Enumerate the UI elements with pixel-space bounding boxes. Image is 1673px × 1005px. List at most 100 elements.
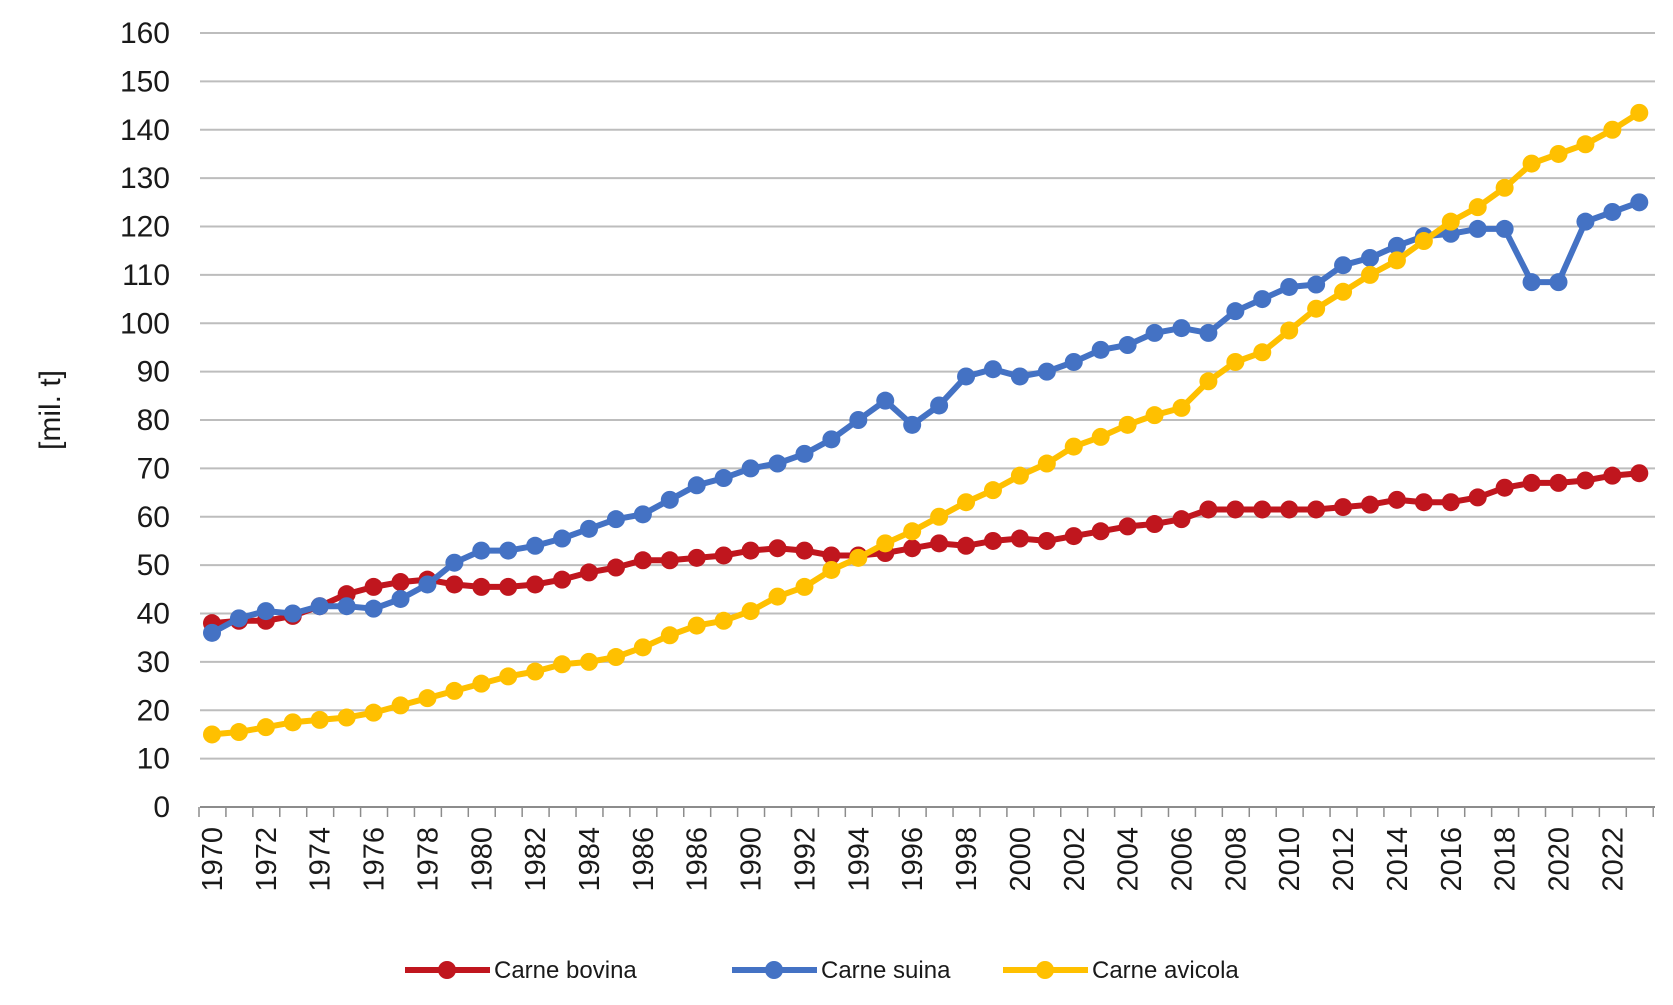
data-point bbox=[876, 534, 895, 553]
data-point bbox=[1387, 236, 1406, 255]
data-point bbox=[849, 411, 868, 429]
data-point bbox=[1118, 415, 1137, 434]
data-point bbox=[310, 710, 329, 729]
y-tick-label: 100 bbox=[120, 307, 170, 340]
data-point bbox=[1172, 510, 1191, 529]
data-point bbox=[795, 541, 814, 560]
data-point bbox=[633, 551, 652, 570]
x-tick-label: 1986 bbox=[628, 827, 660, 892]
data-point bbox=[1441, 212, 1460, 231]
data-point bbox=[1118, 336, 1137, 355]
x-tick-label: 1994 bbox=[843, 827, 875, 892]
data-point bbox=[418, 689, 437, 708]
series-group bbox=[203, 103, 1649, 744]
data-point bbox=[1091, 340, 1110, 359]
data-point bbox=[364, 599, 383, 618]
data-point bbox=[1280, 277, 1299, 296]
data-point bbox=[1334, 498, 1353, 517]
data-point bbox=[203, 623, 221, 642]
y-tick-label: 130 bbox=[120, 162, 170, 195]
data-point bbox=[1630, 464, 1649, 483]
data-point bbox=[1037, 531, 1056, 550]
x-tick-label: 1992 bbox=[789, 827, 821, 892]
data-point bbox=[1010, 529, 1029, 548]
y-tick-label: 50 bbox=[137, 549, 170, 582]
data-point bbox=[606, 648, 625, 667]
data-point bbox=[391, 696, 410, 715]
data-point bbox=[310, 597, 329, 616]
data-point bbox=[1495, 178, 1514, 197]
data-point bbox=[1468, 198, 1487, 217]
data-point bbox=[1226, 302, 1245, 321]
data-point bbox=[1522, 154, 1541, 173]
data-point bbox=[1199, 323, 1218, 342]
data-point bbox=[283, 713, 302, 732]
data-point bbox=[822, 430, 841, 449]
data-point bbox=[957, 536, 976, 555]
y-tick-label: 120 bbox=[120, 211, 170, 244]
data-point bbox=[1334, 282, 1353, 301]
data-point bbox=[1307, 275, 1326, 294]
data-point bbox=[1441, 493, 1460, 512]
x-tick-label: 2006 bbox=[1166, 827, 1198, 892]
data-point bbox=[687, 616, 706, 635]
data-point bbox=[606, 558, 625, 577]
y-axis-label: [mil. t] bbox=[34, 370, 67, 450]
data-point bbox=[714, 611, 733, 630]
data-point bbox=[526, 662, 545, 681]
y-tick-label: 60 bbox=[137, 501, 170, 534]
data-point bbox=[1037, 454, 1056, 473]
data-point bbox=[1307, 500, 1326, 519]
data-point bbox=[1091, 522, 1110, 541]
x-tick-label: 2012 bbox=[1328, 827, 1360, 892]
data-point bbox=[903, 539, 922, 558]
data-point bbox=[1414, 493, 1433, 512]
data-point bbox=[876, 391, 895, 410]
data-point bbox=[1010, 367, 1029, 386]
data-point bbox=[472, 674, 491, 693]
legend-label: Carne bovina bbox=[494, 957, 637, 984]
data-point bbox=[983, 531, 1002, 550]
legend-marker bbox=[765, 961, 783, 979]
data-point bbox=[660, 490, 679, 509]
y-tick-label: 20 bbox=[137, 694, 170, 727]
data-point bbox=[1280, 321, 1299, 340]
data-point bbox=[741, 602, 760, 621]
data-point bbox=[741, 459, 760, 478]
x-tick-label: 2018 bbox=[1490, 827, 1522, 892]
data-point bbox=[983, 360, 1002, 379]
y-tick-label: 110 bbox=[122, 259, 170, 292]
data-point bbox=[580, 652, 599, 671]
y-tick-label: 10 bbox=[137, 743, 170, 776]
data-point bbox=[1145, 406, 1164, 425]
data-point bbox=[1576, 135, 1595, 154]
data-point bbox=[1576, 212, 1595, 231]
data-point bbox=[1145, 323, 1164, 342]
y-tick-label: 160 bbox=[120, 17, 170, 50]
data-point bbox=[1603, 120, 1622, 139]
data-point bbox=[526, 575, 545, 594]
x-tick-label: 1980 bbox=[466, 827, 498, 892]
data-point bbox=[1414, 232, 1433, 251]
data-point bbox=[957, 367, 976, 386]
data-point bbox=[795, 444, 814, 463]
data-point bbox=[660, 551, 679, 570]
data-point bbox=[1064, 352, 1083, 371]
data-point bbox=[337, 708, 356, 727]
data-point bbox=[580, 563, 599, 582]
y-tick-label: 30 bbox=[137, 646, 170, 679]
data-point bbox=[1468, 219, 1487, 238]
data-point bbox=[337, 597, 356, 616]
data-point bbox=[768, 587, 787, 606]
y-tick-label: 90 bbox=[137, 356, 170, 389]
data-point bbox=[1387, 490, 1406, 509]
data-point bbox=[391, 589, 410, 608]
series-line bbox=[211, 110, 1641, 738]
series-carne-suina bbox=[203, 193, 1649, 642]
data-point bbox=[930, 396, 949, 415]
data-point bbox=[1064, 437, 1083, 456]
data-point bbox=[1226, 352, 1245, 371]
data-point bbox=[445, 681, 464, 700]
x-axis: 1970 1972 1974 1976 1978 1980 1982 1984 1986 1986… bbox=[197, 807, 1654, 892]
